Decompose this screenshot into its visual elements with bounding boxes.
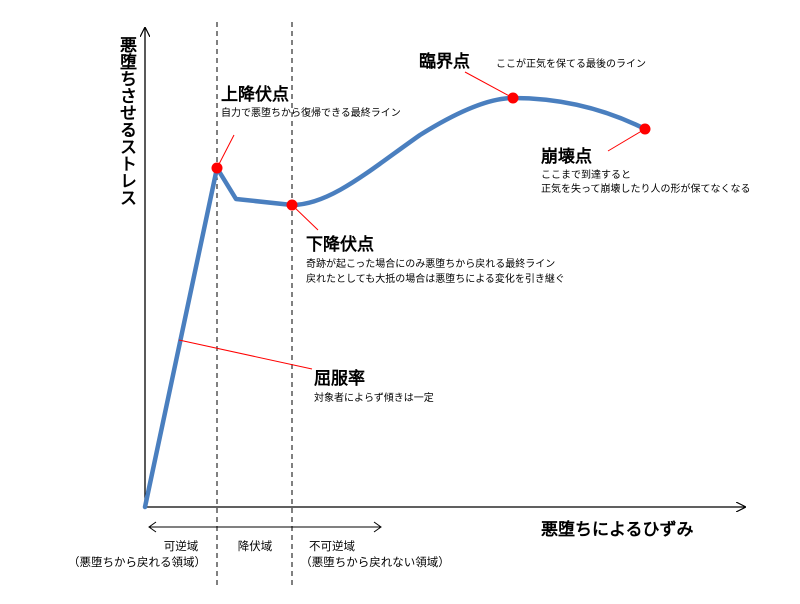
y-axis-label: 悪堕ちさせるストレス (116, 36, 137, 206)
stress-strain-curve (142, 95, 648, 510)
upper-yield-title: 上降伏点 (221, 84, 289, 105)
critical-leader (464, 71, 514, 99)
critical-title: 臨界点 (419, 51, 470, 72)
lower-yield-note-2: 戻れたとしても大抵の場合は悪堕ちによる変化を引き継ぐ (306, 272, 565, 285)
yield-ratio-title: 屈服率 (314, 368, 365, 389)
x-axis-label: 悪堕ちによるひずみ (541, 519, 694, 540)
upper-yield-note: 自力で悪堕ちから復帰できる最終ライン (221, 106, 401, 119)
upper-yield-leader (216, 134, 235, 169)
lower-yield-marker (286, 199, 298, 211)
upper-yield-marker (211, 162, 223, 174)
reversible-label: 可逆域 (164, 539, 199, 553)
yield-ratio-leader (178, 339, 313, 370)
irreversible-sub: （悪堕ちから戻れない領域） (300, 555, 450, 569)
collapse-note-1: ここまで到達すると (541, 169, 631, 181)
collapse-marker (639, 123, 651, 135)
critical-note: ここが正気を保てる最後のライン (496, 57, 646, 70)
collapse-leader (607, 128, 646, 152)
irreversible-label: 不可逆域 (309, 539, 355, 553)
lower-yield-leader (291, 204, 319, 231)
critical-marker (507, 92, 519, 104)
lower-yield-note-1: 奇跡が起こった場合にのみ悪堕ちから戻れる最終ライン (306, 257, 555, 270)
reversible-sub: （悪堕ちから戻れる領域） (68, 555, 206, 569)
yield-ratio-note: 対象者によらず傾きは一定 (314, 391, 434, 404)
lower-yield-title: 下降伏点 (306, 234, 374, 255)
collapse-title: 崩壊点 (541, 146, 592, 167)
yield-region-label: 降伏域 (238, 539, 273, 553)
collapse-note-2: 正気を失って崩壊したり人の形が保てなくなる (541, 182, 751, 195)
